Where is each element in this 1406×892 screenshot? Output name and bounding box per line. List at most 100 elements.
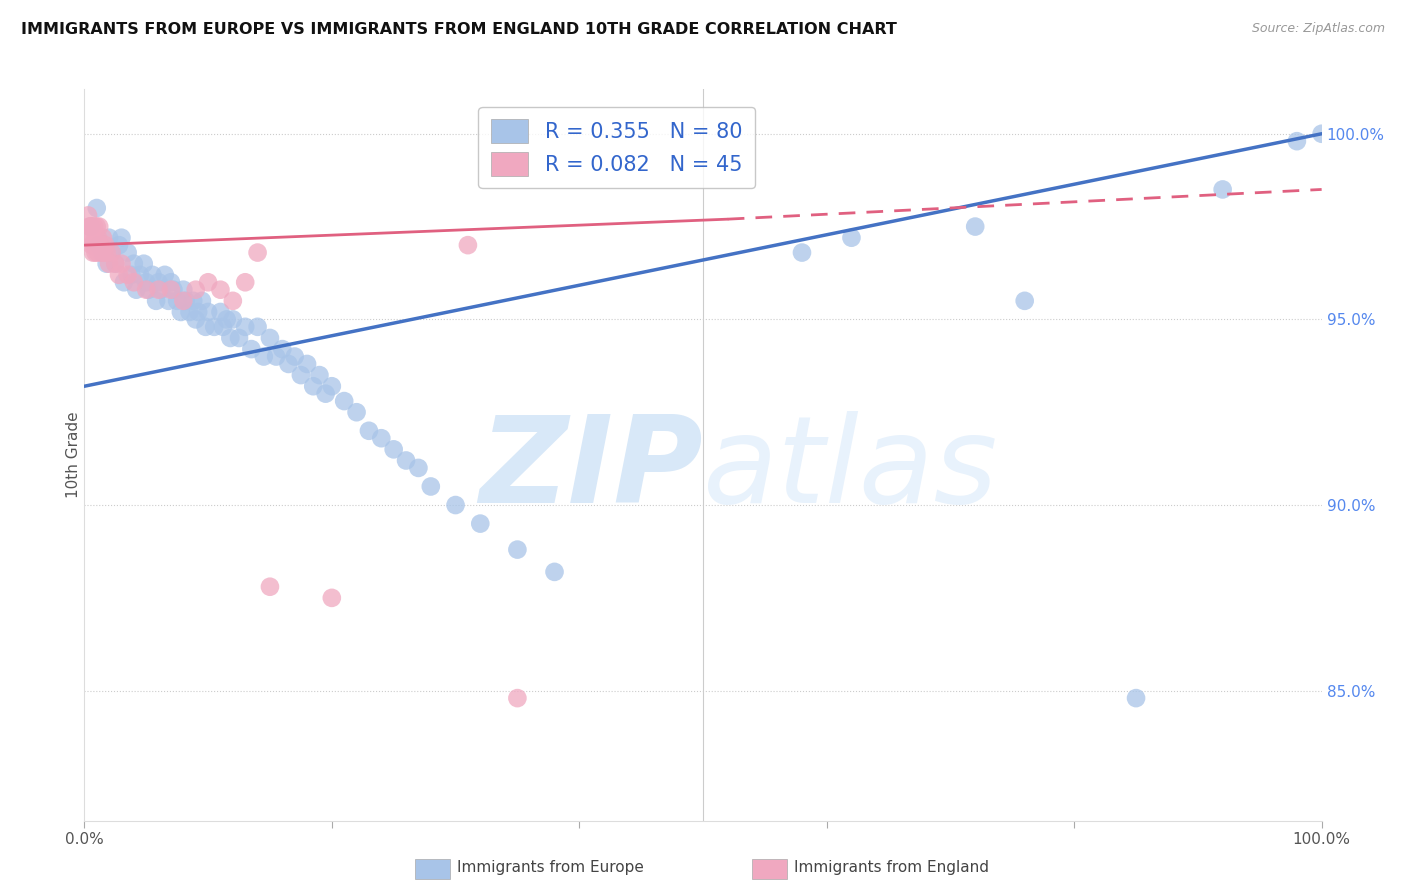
Point bbox=[148, 275, 170, 289]
Point bbox=[160, 283, 183, 297]
Point bbox=[191, 293, 214, 308]
Text: Immigrants from Europe: Immigrants from Europe bbox=[457, 861, 644, 875]
Point bbox=[79, 219, 101, 234]
Point bbox=[790, 245, 813, 260]
Point bbox=[89, 238, 111, 252]
Point bbox=[83, 238, 105, 252]
Point bbox=[174, 293, 197, 308]
Point bbox=[83, 219, 105, 234]
Point bbox=[86, 201, 108, 215]
Point bbox=[277, 357, 299, 371]
Point bbox=[100, 245, 122, 260]
Point bbox=[222, 293, 245, 308]
Point bbox=[965, 219, 987, 234]
Point bbox=[506, 542, 529, 557]
Point bbox=[246, 245, 269, 260]
Point bbox=[166, 293, 188, 308]
Point bbox=[315, 386, 337, 401]
Text: Source: ZipAtlas.com: Source: ZipAtlas.com bbox=[1251, 22, 1385, 36]
Point bbox=[122, 257, 145, 271]
Point bbox=[170, 305, 193, 319]
Point bbox=[212, 319, 235, 334]
Point bbox=[108, 268, 131, 282]
Point bbox=[94, 238, 117, 252]
Point bbox=[120, 268, 142, 282]
Point bbox=[444, 498, 467, 512]
Point bbox=[110, 257, 132, 271]
Point bbox=[80, 238, 103, 252]
Point bbox=[841, 230, 863, 244]
Point bbox=[470, 516, 492, 531]
Point bbox=[197, 275, 219, 289]
Point bbox=[104, 257, 127, 271]
Point bbox=[96, 245, 118, 260]
Point bbox=[117, 268, 139, 282]
Point bbox=[148, 283, 170, 297]
Point bbox=[160, 275, 183, 289]
Point bbox=[86, 219, 108, 234]
Point bbox=[150, 283, 173, 297]
Point bbox=[112, 275, 135, 289]
Point bbox=[79, 230, 101, 244]
Point bbox=[90, 245, 112, 260]
Point bbox=[162, 283, 184, 297]
Y-axis label: 10th Grade: 10th Grade bbox=[66, 411, 80, 499]
Point bbox=[457, 238, 479, 252]
Point bbox=[87, 230, 110, 244]
Point bbox=[80, 219, 103, 234]
Point bbox=[233, 275, 256, 289]
Point bbox=[259, 331, 281, 345]
Point bbox=[382, 442, 405, 457]
Point bbox=[284, 350, 307, 364]
Point bbox=[125, 283, 148, 297]
Point bbox=[98, 257, 121, 271]
Point bbox=[1285, 134, 1308, 148]
Point bbox=[302, 379, 325, 393]
Point bbox=[187, 305, 209, 319]
Point bbox=[197, 305, 219, 319]
Point bbox=[271, 342, 294, 356]
Point bbox=[240, 342, 263, 356]
Point bbox=[1125, 691, 1147, 706]
Point bbox=[96, 257, 118, 271]
Point bbox=[153, 268, 176, 282]
Point bbox=[181, 293, 204, 308]
Point bbox=[395, 453, 418, 467]
Point bbox=[93, 245, 115, 260]
Point bbox=[132, 257, 155, 271]
Point bbox=[215, 312, 238, 326]
Point bbox=[172, 293, 194, 308]
Point bbox=[184, 312, 207, 326]
Point bbox=[129, 268, 152, 282]
Point bbox=[321, 379, 343, 393]
Point bbox=[87, 245, 110, 260]
Point bbox=[228, 331, 250, 345]
Point bbox=[89, 238, 111, 252]
Point bbox=[253, 350, 276, 364]
Point bbox=[321, 591, 343, 605]
Point bbox=[184, 283, 207, 297]
Point bbox=[222, 312, 245, 326]
Point bbox=[408, 461, 430, 475]
Text: atlas: atlas bbox=[703, 411, 998, 528]
Point bbox=[89, 238, 111, 252]
Point bbox=[135, 275, 157, 289]
Point bbox=[77, 209, 100, 223]
Point bbox=[82, 230, 104, 244]
Point bbox=[89, 219, 111, 234]
Point bbox=[79, 219, 101, 234]
Point bbox=[138, 283, 160, 297]
Point bbox=[172, 283, 194, 297]
Point bbox=[98, 230, 121, 244]
Point bbox=[82, 245, 104, 260]
Point bbox=[370, 431, 392, 445]
Point bbox=[308, 368, 330, 383]
Point bbox=[233, 319, 256, 334]
Point bbox=[209, 305, 232, 319]
Point bbox=[1310, 127, 1333, 141]
Point bbox=[357, 424, 380, 438]
Text: IMMIGRANTS FROM EUROPE VS IMMIGRANTS FROM ENGLAND 10TH GRADE CORRELATION CHART: IMMIGRANTS FROM EUROPE VS IMMIGRANTS FRO… bbox=[21, 22, 897, 37]
Point bbox=[79, 219, 101, 234]
Point bbox=[84, 245, 107, 260]
Text: ZIP: ZIP bbox=[479, 411, 703, 528]
